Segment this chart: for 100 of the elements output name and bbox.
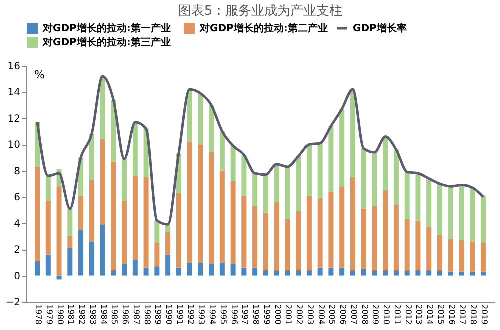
x-tick-label: 2008 bbox=[360, 304, 370, 325]
bar bbox=[263, 270, 268, 276]
bar bbox=[285, 166, 290, 220]
bar bbox=[154, 266, 160, 276]
x-tick-label: 2013 bbox=[414, 304, 424, 325]
bar bbox=[220, 132, 225, 171]
bar bbox=[209, 264, 214, 276]
bar bbox=[166, 232, 171, 255]
bar bbox=[361, 269, 366, 276]
x-tick-label: 2011 bbox=[392, 304, 402, 325]
bar bbox=[426, 227, 432, 271]
bar bbox=[252, 268, 258, 276]
x-tick-label: 1994 bbox=[208, 304, 218, 325]
bar bbox=[318, 143, 323, 198]
x-tick-label: 2007 bbox=[349, 304, 358, 325]
bar bbox=[187, 142, 192, 263]
bar bbox=[383, 190, 388, 271]
chart-title: 图表5：服务业成为产业支柱 bbox=[178, 4, 343, 19]
bar bbox=[46, 176, 51, 202]
bar bbox=[111, 270, 116, 276]
bar bbox=[252, 174, 258, 206]
y-tick-label: 10 bbox=[8, 140, 20, 152]
bar bbox=[437, 270, 442, 276]
x-tick-label: 1982 bbox=[78, 304, 87, 325]
bar bbox=[306, 196, 312, 271]
x-tick-label: 2005 bbox=[328, 304, 337, 325]
x-tick-label: 1987 bbox=[132, 304, 141, 325]
bar bbox=[176, 268, 182, 276]
x-tick-label: 1991 bbox=[175, 304, 184, 325]
x-tick-label: 1996 bbox=[230, 304, 239, 325]
x-tick-label: 1986 bbox=[121, 304, 130, 325]
bar bbox=[220, 170, 225, 263]
x-tick-label: 1981 bbox=[66, 304, 76, 325]
bar bbox=[394, 204, 399, 271]
bar bbox=[35, 261, 40, 276]
bar bbox=[100, 224, 106, 276]
bar bbox=[459, 272, 464, 276]
x-tick-label: 1978 bbox=[34, 304, 44, 325]
bar bbox=[306, 144, 312, 196]
bar bbox=[46, 201, 51, 255]
x-tick-label: 2001 bbox=[284, 304, 294, 325]
x-tick-label: 2002 bbox=[295, 304, 304, 325]
bar bbox=[340, 186, 345, 268]
bar bbox=[416, 220, 421, 271]
bar bbox=[46, 254, 51, 276]
y-axis-title: % bbox=[34, 68, 45, 82]
y-tick-label: 16 bbox=[8, 62, 20, 72]
bar bbox=[209, 152, 214, 264]
bar bbox=[176, 193, 182, 268]
y-tick-label: 4 bbox=[14, 218, 20, 230]
bar bbox=[426, 270, 432, 276]
bar bbox=[242, 196, 247, 268]
bar bbox=[372, 270, 378, 276]
bar bbox=[187, 262, 192, 276]
bar bbox=[198, 94, 204, 145]
bar bbox=[166, 254, 171, 276]
bar bbox=[122, 201, 128, 264]
bar bbox=[132, 260, 138, 276]
x-tick-label: 1989 bbox=[154, 304, 163, 325]
bar bbox=[394, 150, 399, 205]
bar bbox=[263, 174, 268, 213]
bar bbox=[437, 184, 442, 236]
bar bbox=[242, 155, 247, 196]
bar bbox=[263, 212, 268, 271]
y-tick-label: 6 bbox=[14, 192, 20, 204]
bar bbox=[111, 162, 116, 271]
x-tick-label: 2004 bbox=[316, 304, 326, 325]
x-tick-label: 1985 bbox=[110, 304, 120, 325]
y-tick-label: 0 bbox=[14, 271, 20, 282]
bar bbox=[242, 268, 247, 276]
x-tick-label: 1999 bbox=[262, 304, 272, 325]
x-tick-label: 2006 bbox=[338, 304, 348, 325]
bar bbox=[144, 268, 149, 276]
bar bbox=[230, 264, 236, 276]
x-tick-label: 1983 bbox=[88, 304, 98, 325]
bar bbox=[274, 164, 280, 202]
bar bbox=[209, 105, 214, 153]
bar bbox=[198, 144, 204, 263]
bar bbox=[459, 240, 464, 272]
x-tick-label: 2016 bbox=[447, 304, 456, 325]
bar bbox=[361, 208, 366, 270]
bar bbox=[470, 188, 476, 242]
bar bbox=[296, 270, 302, 276]
bar bbox=[285, 270, 290, 276]
bar bbox=[328, 126, 334, 192]
x-tick-label: 2017 bbox=[458, 304, 468, 325]
bar bbox=[404, 172, 410, 220]
y-tick-label: 12 bbox=[8, 114, 20, 125]
bar bbox=[274, 270, 280, 276]
bar bbox=[56, 186, 62, 276]
bar bbox=[89, 134, 94, 180]
bar bbox=[198, 262, 204, 276]
bar bbox=[68, 208, 73, 236]
bar bbox=[437, 235, 442, 271]
bar bbox=[89, 242, 94, 276]
bar bbox=[459, 185, 464, 240]
bar bbox=[426, 178, 432, 228]
bar bbox=[340, 109, 345, 187]
bar bbox=[274, 202, 280, 271]
bar bbox=[350, 90, 356, 178]
